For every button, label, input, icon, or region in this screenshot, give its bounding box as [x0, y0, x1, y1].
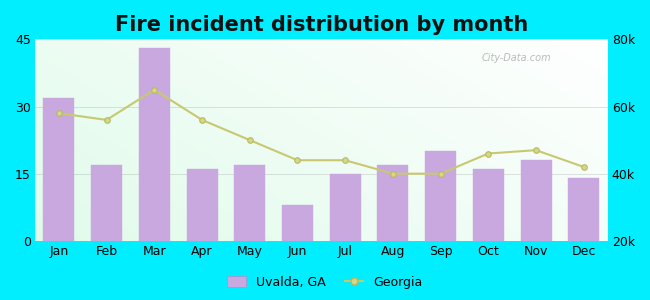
- Bar: [44, 98, 74, 241]
- Legend: Uvalda, GA, Georgia: Uvalda, GA, Georgia: [222, 271, 428, 294]
- Bar: [425, 151, 456, 241]
- Bar: [139, 48, 170, 241]
- Bar: [521, 160, 551, 241]
- Bar: [91, 165, 122, 241]
- Text: City-Data.com: City-Data.com: [482, 53, 551, 63]
- Title: Fire incident distribution by month: Fire incident distribution by month: [114, 15, 528, 35]
- Bar: [378, 165, 408, 241]
- Bar: [234, 165, 265, 241]
- Bar: [282, 205, 313, 241]
- Bar: [473, 169, 504, 241]
- Bar: [330, 174, 361, 241]
- Bar: [568, 178, 599, 241]
- Bar: [187, 169, 218, 241]
